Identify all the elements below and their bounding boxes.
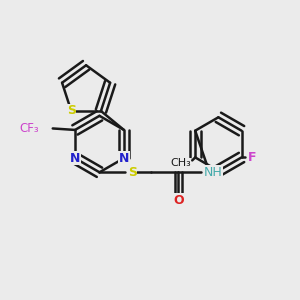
Text: O: O [173,194,184,207]
Text: N: N [119,152,129,165]
Text: CH₃: CH₃ [170,158,191,168]
Text: F: F [248,151,256,164]
Text: CF₃: CF₃ [20,122,39,135]
Text: N: N [70,152,80,165]
Text: NH: NH [203,166,222,179]
Text: S: S [128,166,137,179]
Text: S: S [67,104,76,118]
